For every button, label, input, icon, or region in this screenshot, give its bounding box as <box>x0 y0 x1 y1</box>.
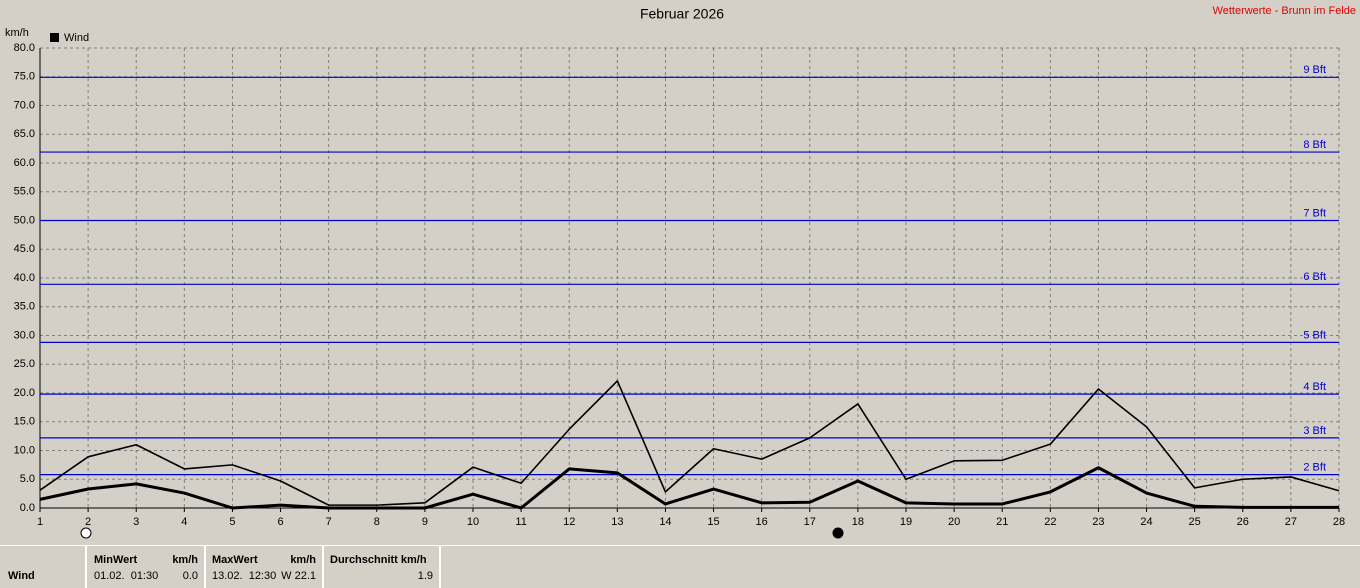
y-tick-label: 60.0 <box>14 157 35 169</box>
max-time: 13.02. 12:30 <box>212 570 277 582</box>
beaufort-label: 7 Bft <box>1303 207 1326 219</box>
x-tick-label: 19 <box>900 516 912 528</box>
x-tick-label: 12 <box>563 516 575 528</box>
y-tick-label: 10.0 <box>14 444 35 456</box>
x-tick-label: 24 <box>1140 516 1152 528</box>
y-tick-label: 75.0 <box>14 71 35 83</box>
x-tick-label: 2 <box>85 516 91 528</box>
max-cell: MaxWert km/h 13.02. 12:30 W 22.1 <box>206 546 324 588</box>
y-tick-label: 70.0 <box>14 99 35 111</box>
y-tick-label: 45.0 <box>14 243 35 255</box>
beaufort-label: 6 Bft <box>1303 271 1326 283</box>
x-tick-label: 14 <box>659 516 671 528</box>
beaufort-label: 9 Bft <box>1303 64 1326 76</box>
x-tick-label: 3 <box>133 516 139 528</box>
summary-bar: Wind MinWert km/h 01.02. 01:30 0.0 MaxWe… <box>0 545 1360 588</box>
x-tick-label: 25 <box>1189 516 1201 528</box>
avg-title: Durchschnitt km/h <box>330 554 427 566</box>
legend-swatch <box>50 33 59 42</box>
x-tick-label: 21 <box>996 516 1008 528</box>
beaufort-label: 5 Bft <box>1303 329 1326 341</box>
y-tick-label: 0.0 <box>20 502 35 514</box>
beaufort-label: 3 Bft <box>1303 425 1326 437</box>
x-tick-label: 15 <box>707 516 719 528</box>
beaufort-label: 4 Bft <box>1303 381 1326 393</box>
max-value: W 22.1 <box>281 570 316 582</box>
series-line <box>39 380 1340 506</box>
x-tick-label: 17 <box>804 516 816 528</box>
x-tick-label: 20 <box>948 516 960 528</box>
new-moon-icon <box>832 527 844 539</box>
beaufort-label: 2 Bft <box>1303 462 1326 474</box>
full-moon-icon <box>80 527 92 539</box>
max-title: MaxWert <box>212 554 258 566</box>
x-tick-label: 23 <box>1092 516 1104 528</box>
y-tick-label: 15.0 <box>14 416 35 428</box>
min-cell: MinWert km/h 01.02. 01:30 0.0 <box>87 546 206 588</box>
y-tick-label: 40.0 <box>14 272 35 284</box>
avg-value: 1.9 <box>417 570 433 582</box>
x-tick-label: 28 <box>1333 516 1345 528</box>
x-tick-label: 26 <box>1237 516 1249 528</box>
x-tick-label: 27 <box>1285 516 1297 528</box>
summary-row-label: Wind <box>8 570 35 582</box>
y-tick-label: 5.0 <box>20 473 35 485</box>
y-tick-label: 20.0 <box>14 387 35 399</box>
y-tick-label: 55.0 <box>14 186 35 198</box>
x-tick-label: 9 <box>422 516 428 528</box>
y-tick-label: 30.0 <box>14 329 35 341</box>
y-tick-label: 50.0 <box>14 214 35 226</box>
x-tick-label: 5 <box>229 516 235 528</box>
y-tick-label: 25.0 <box>14 358 35 370</box>
x-tick-label: 8 <box>374 516 380 528</box>
x-tick-label: 11 <box>515 516 526 528</box>
x-tick-label: 10 <box>467 516 479 528</box>
source-label: Wetterwerte - Brunn im Felde <box>1213 5 1356 17</box>
min-time: 01.02. 01:30 <box>94 570 159 582</box>
min-value: 0.0 <box>182 570 198 582</box>
y-axis-label: km/h <box>5 27 29 39</box>
x-tick-label: 7 <box>326 516 332 528</box>
min-unit: km/h <box>172 554 198 566</box>
y-tick-label: 80.0 <box>14 42 35 54</box>
beaufort-label: 8 Bft <box>1303 139 1326 151</box>
max-unit: km/h <box>290 554 316 566</box>
x-tick-label: 22 <box>1044 516 1056 528</box>
chart-title: Februar 2026 <box>640 6 724 22</box>
series-line <box>39 466 1339 510</box>
x-tick-label: 1 <box>37 516 43 528</box>
avg-cell: Durchschnitt km/h 1.9 <box>324 546 441 588</box>
x-tick-label: 16 <box>756 516 768 528</box>
legend-label: Wind <box>64 32 89 44</box>
min-title: MinWert <box>94 554 138 566</box>
x-tick-label: 6 <box>277 516 283 528</box>
summary-row-label-cell: Wind <box>0 546 87 588</box>
x-tick-label: 13 <box>611 516 623 528</box>
y-tick-label: 65.0 <box>14 128 35 140</box>
x-tick-label: 18 <box>852 516 864 528</box>
x-tick-label: 4 <box>181 516 187 528</box>
chart: Februar 2026 Wetterwerte - Brunn im Feld… <box>5 5 1356 539</box>
y-tick-label: 35.0 <box>14 301 35 313</box>
